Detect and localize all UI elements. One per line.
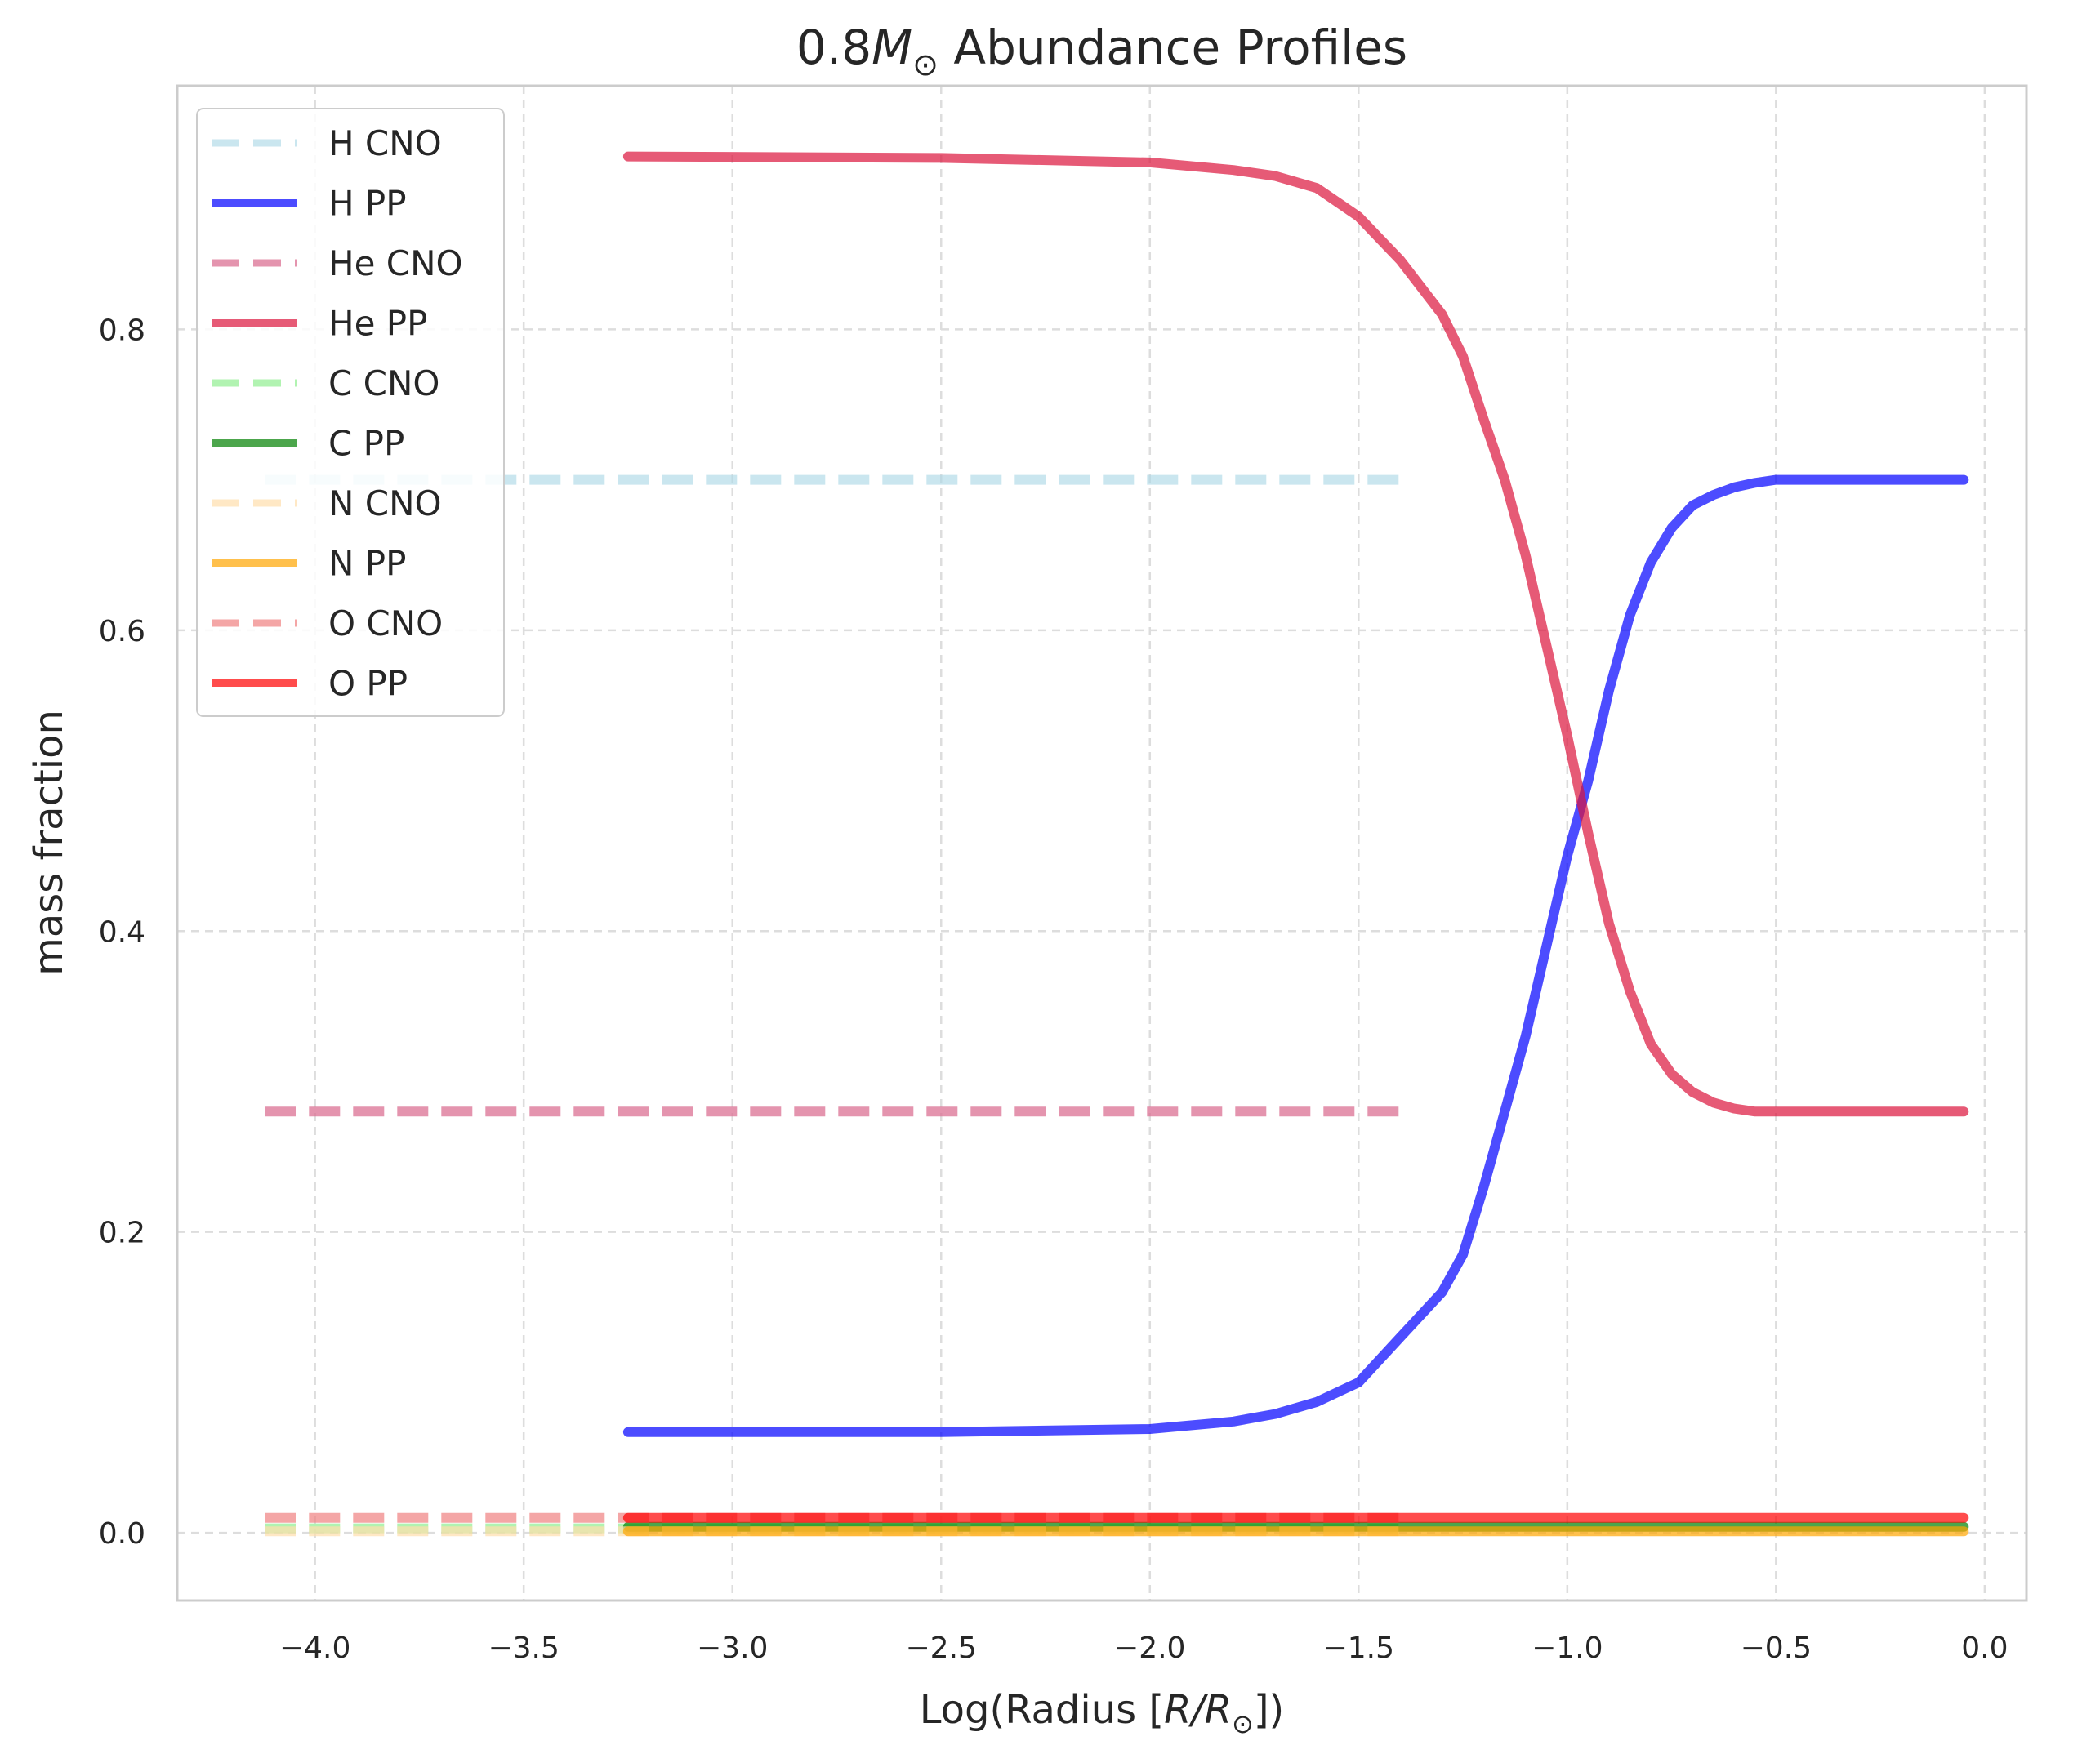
series-he-pp-line — [622, 151, 1969, 1117]
legend-label-c-cno: C CNO — [328, 363, 439, 403]
legend-label-he-pp: He PP — [328, 304, 427, 344]
x-axis-label: Log(Radius [R/R⊙]) — [920, 1687, 1285, 1739]
y-axis-label: mass fraction — [26, 710, 72, 976]
legend-label-h-pp: H PP — [328, 184, 407, 224]
legend-label-c-pp: C PP — [328, 424, 404, 464]
x-tick-label: −3.0 — [697, 1632, 768, 1665]
chart-title: 0.8M⊙ Abundance Profiles — [796, 20, 1407, 82]
x-tick-label: −1.0 — [1532, 1632, 1603, 1665]
legend-label-o-pp: O PP — [328, 664, 408, 704]
legend-label-n-cno: N CNO — [328, 483, 442, 523]
legend: H CNO H PP He CNO He PP C CNO C PP N CNO N PP O … — [196, 108, 505, 717]
legend-label-h-cno: H CNO — [328, 123, 442, 163]
y-tick-label: 0.4 — [99, 915, 145, 949]
plot-frame — [176, 84, 2028, 1602]
legend-label-he-cno: He CNO — [328, 243, 463, 283]
legend-label-o-cno: O CNO — [328, 603, 443, 643]
y-axis-ticks: 0.0 0.2 0.4 0.6 0.8 — [99, 314, 145, 1551]
series-h-pp-line — [622, 474, 1969, 1437]
y-tick-label: 0.8 — [99, 314, 145, 347]
plot-series — [265, 151, 1969, 1537]
y-tick-label: 0.6 — [99, 615, 145, 648]
x-tick-label: −0.5 — [1741, 1632, 1812, 1665]
x-tick-label: −4.0 — [279, 1632, 350, 1665]
y-tick-label: 0.0 — [99, 1517, 145, 1551]
y-tick-label: 0.2 — [99, 1217, 145, 1250]
x-tick-label: −1.5 — [1323, 1632, 1394, 1665]
x-tick-label: −2.0 — [1114, 1632, 1185, 1665]
x-tick-label: 0.0 — [1961, 1632, 2008, 1665]
x-axis-ticks: −4.0 −3.5 −3.0 −2.5 −2.0 −1.5 −1.0 −0.5 0.0 — [279, 1632, 2009, 1665]
x-tick-label: −2.5 — [906, 1632, 977, 1665]
legend-label-n-pp: N PP — [328, 544, 406, 584]
x-tick-label: −3.5 — [488, 1632, 559, 1665]
